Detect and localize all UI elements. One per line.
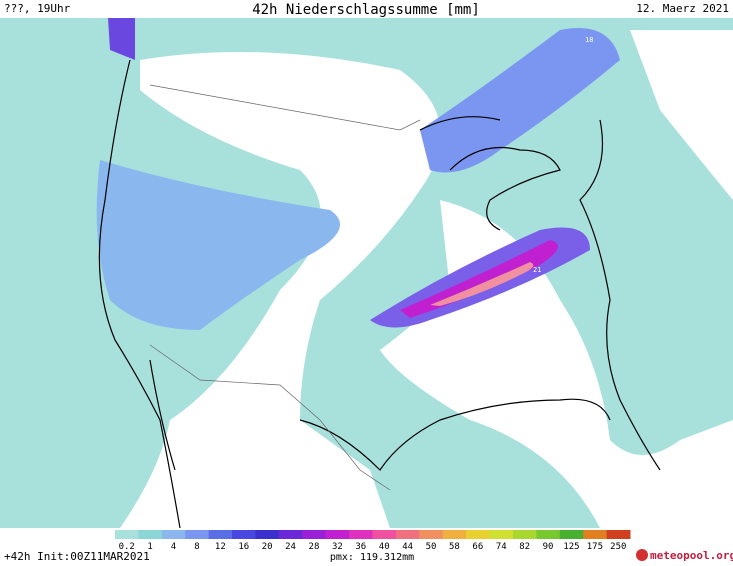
legend-label: 90 xyxy=(543,542,554,552)
legend-label: 12 xyxy=(215,542,226,552)
footer-run: +42h Init:00Z11MAR2021 xyxy=(4,550,150,563)
legend-label: 50 xyxy=(426,542,437,552)
precip-band xyxy=(400,240,558,318)
dry-area xyxy=(120,52,441,528)
legend-label: 125 xyxy=(563,542,579,552)
legend-label: 4 xyxy=(171,542,176,552)
footer-pmax: pmx: 119.312mm xyxy=(330,552,414,563)
precip-blue xyxy=(96,160,341,330)
legend-label: 175 xyxy=(587,542,603,552)
legend-swatch xyxy=(255,530,280,539)
header-left: ???, 19Uhr xyxy=(4,2,71,15)
brand-logo xyxy=(636,549,648,561)
brand: meteopool.org xyxy=(650,549,733,562)
legend-label: 66 xyxy=(472,542,483,552)
legend-label: 36 xyxy=(355,542,366,552)
legend-swatch xyxy=(185,530,210,539)
legend-label: 20 xyxy=(262,542,273,552)
legend-swatch xyxy=(208,530,233,539)
title: 42h Niederschlagssumme [mm] xyxy=(252,2,480,18)
dry-area xyxy=(630,30,733,200)
legend-label: 44 xyxy=(402,542,413,552)
date: 12. Maerz 2021 xyxy=(636,2,729,15)
legend-label: 32 xyxy=(332,542,343,552)
legend-swatch xyxy=(536,530,561,539)
legend-label: 250 xyxy=(610,542,626,552)
legend-swatch xyxy=(512,530,537,539)
legend-swatch xyxy=(442,530,467,539)
legend-label: 8 xyxy=(194,542,199,552)
legend-swatch xyxy=(232,530,256,539)
legend-label: 74 xyxy=(496,542,507,552)
legend-swatch xyxy=(115,530,139,539)
precip-blue xyxy=(108,18,135,60)
map: 18 21 xyxy=(0,18,733,529)
legend-label: 82 xyxy=(519,542,530,552)
map-label: 18 xyxy=(585,36,593,44)
legend-label: 58 xyxy=(449,542,460,552)
legend-label: 40 xyxy=(379,542,390,552)
legend-label: 28 xyxy=(309,542,320,552)
legend-label: 0.2 xyxy=(119,542,135,552)
legend-swatch xyxy=(395,530,420,539)
legend-swatch xyxy=(325,530,350,539)
legend-label: 24 xyxy=(285,542,296,552)
legend-swatch xyxy=(419,530,444,539)
legend-swatch xyxy=(466,530,491,539)
legend-swatch xyxy=(302,530,327,539)
precip-core xyxy=(430,262,534,306)
header-bg xyxy=(0,0,733,18)
legend-swatch xyxy=(372,530,397,539)
legend-label: 16 xyxy=(238,542,249,552)
legend-swatch xyxy=(559,530,584,539)
legend-swatch xyxy=(583,530,608,539)
coastlines xyxy=(98,59,661,529)
precip-blue xyxy=(420,28,620,173)
legend-swatch xyxy=(489,530,514,539)
legend-swatch xyxy=(138,530,163,539)
legend-swatch xyxy=(349,530,373,539)
map-label: 21 xyxy=(533,266,541,274)
legend-swatch xyxy=(606,530,631,539)
legend-label: 1 xyxy=(147,542,152,552)
legend-swatch xyxy=(278,530,303,539)
legend: 0.2 1 4 8 12 16 20 24 28 32 36 40 44 50 58 66 74 82 90 125 1… xyxy=(115,530,631,552)
legend-swatch xyxy=(161,530,186,539)
borders xyxy=(149,84,421,491)
